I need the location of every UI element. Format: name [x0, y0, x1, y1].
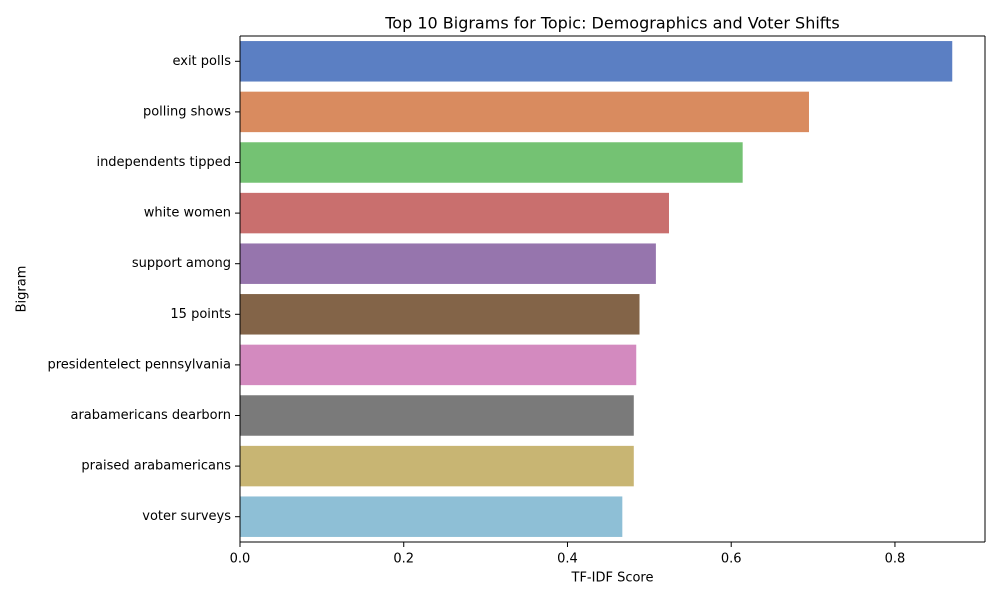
y-tick-label: polling shows [143, 104, 231, 119]
y-tick-label: 15 points [170, 307, 231, 322]
x-tick-label: 0.2 [393, 552, 414, 567]
bar [240, 445, 634, 487]
bar [240, 294, 640, 335]
bar [240, 91, 809, 133]
bar [240, 395, 634, 436]
y-tick-label: exit polls [172, 54, 231, 69]
y-tick-label: voter surveys [142, 509, 231, 524]
bar [240, 192, 669, 234]
y-tick-label: praised arabamericans [81, 459, 231, 474]
y-tick-label: white women [144, 206, 231, 221]
y-tick-label: support among [132, 256, 231, 271]
y-tick-label: independents tipped [96, 155, 231, 170]
bar [240, 41, 953, 82]
bar [240, 344, 637, 386]
bar [240, 243, 656, 284]
x-tick-label: 0.8 [885, 552, 906, 567]
y-tick-label: arabamericans dearborn [71, 408, 232, 423]
x-tick-label: 0.6 [721, 552, 742, 567]
x-axis-label: TF-IDF Score [571, 571, 654, 586]
y-axis-label: Bigram [15, 266, 30, 313]
bar [240, 496, 623, 537]
y-tick-label: presidentelect pennsylvania [47, 357, 231, 372]
x-tick-label: 0.0 [230, 552, 251, 567]
bar [240, 142, 743, 183]
chart-title: Top 10 Bigrams for Topic: Demographics a… [384, 14, 840, 33]
x-tick-label: 0.4 [557, 552, 578, 567]
